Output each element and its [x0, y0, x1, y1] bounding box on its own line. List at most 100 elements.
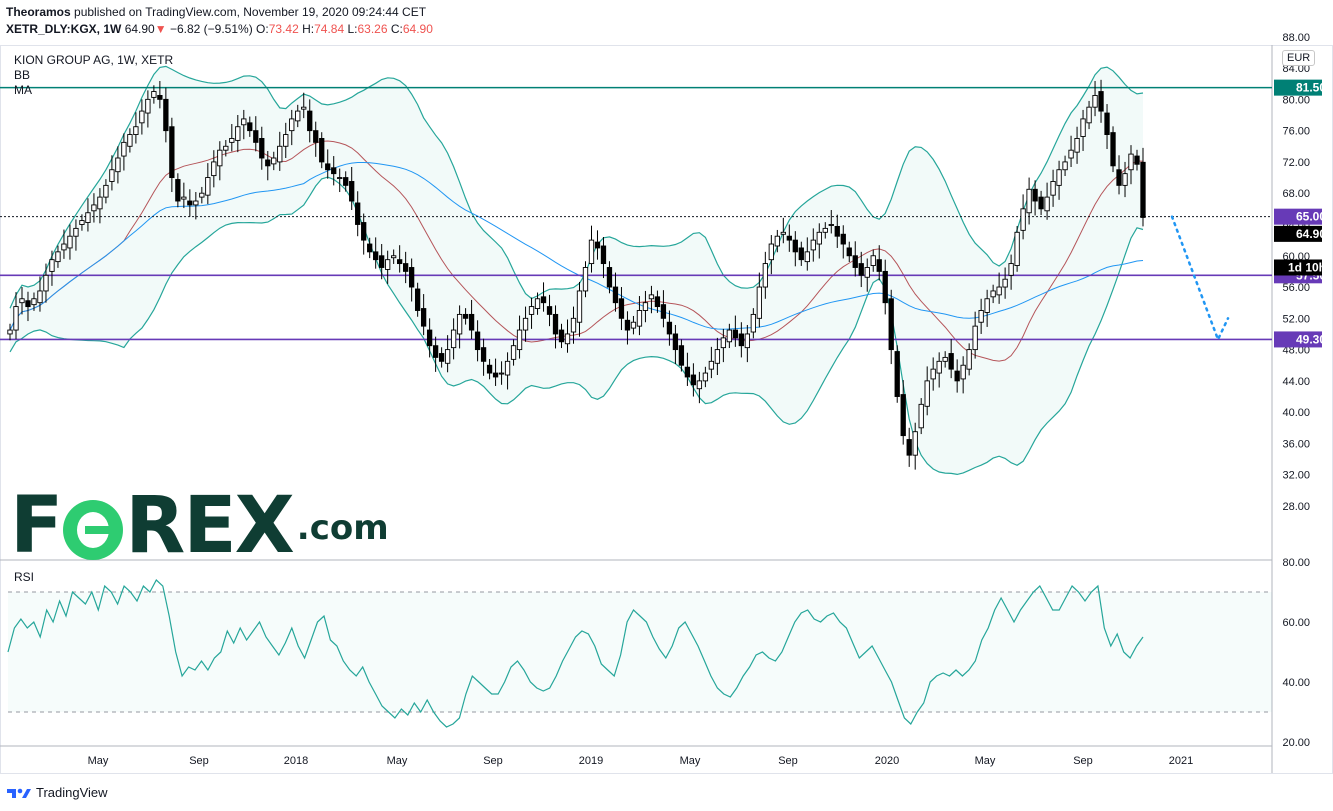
- candle-body: [1080, 118, 1086, 137]
- candle-body: [432, 345, 439, 358]
- candle-body: [600, 245, 607, 265]
- candle-body: [1044, 196, 1050, 212]
- open-label: O:: [256, 22, 269, 36]
- candle-body: [241, 118, 247, 126]
- candle-body: [325, 163, 331, 171]
- legend-bb[interactable]: BB: [14, 68, 31, 82]
- candle-body: [49, 259, 55, 272]
- candle-body: [900, 394, 906, 437]
- candle-body: [672, 333, 679, 351]
- chart-header: Theoramos published on TradingView.com, …: [6, 4, 433, 38]
- legend-title[interactable]: KION GROUP AG, 1W, XETR: [14, 53, 174, 67]
- candle-body: [792, 239, 798, 253]
- candle-body: [1098, 91, 1104, 112]
- ohlc-line: XETR_DLY:KGX, 1W 64.90▼ −6.82 (−9.51%) O…: [6, 21, 433, 38]
- candle-body: [624, 319, 631, 331]
- publisher-name[interactable]: Theoramos: [6, 5, 71, 19]
- candle-body: [13, 306, 19, 331]
- candle-body: [660, 304, 667, 319]
- candle-body: [558, 329, 565, 343]
- candle-body: [996, 286, 1002, 296]
- forex-logo: F REX .com: [10, 481, 389, 571]
- candle-body: [85, 212, 91, 223]
- candle-body: [720, 337, 727, 349]
- legend-ma[interactable]: MA: [14, 83, 32, 97]
- price-tick-label: 40.00: [1282, 407, 1310, 419]
- candle-body: [942, 356, 948, 362]
- candle-body: [930, 368, 936, 380]
- last-price-tag-bg: [1274, 225, 1322, 242]
- ma-line: [9, 162, 1144, 331]
- open-value: 73.42: [268, 22, 299, 36]
- candle-body: [744, 333, 750, 349]
- published-text: published on TradingView.com, November 1…: [74, 5, 427, 19]
- price-tick-label: 72.00: [1282, 157, 1310, 169]
- candle-body: [1104, 112, 1110, 135]
- indicator-legend: KION GROUP AG, 1W, XETR BB MA: [14, 53, 173, 98]
- candle-body: [738, 333, 745, 347]
- price-tick-label: 88.00: [1282, 32, 1310, 44]
- time-tick-label: May: [387, 755, 408, 767]
- candle-body: [55, 251, 61, 263]
- currency-badge[interactable]: EUR: [1282, 50, 1316, 66]
- candle-body: [960, 364, 966, 380]
- candle-body: [1068, 149, 1074, 159]
- candle-body: [834, 225, 840, 237]
- candle-body: [1050, 181, 1056, 196]
- candle-body: [690, 374, 697, 386]
- candle-body: [420, 308, 427, 327]
- candle-body: [480, 347, 487, 362]
- candle-body: [367, 243, 373, 253]
- candle-body: [894, 351, 900, 397]
- candle-body: [984, 298, 990, 313]
- candle-body: [1122, 173, 1128, 186]
- candle-body: [133, 126, 139, 136]
- price-tick-label: 32.00: [1282, 470, 1310, 482]
- candle-body: [187, 200, 193, 206]
- candle-body: [73, 227, 79, 237]
- candle-body: [151, 91, 157, 98]
- tradingview-footer[interactable]: TradingView: [6, 785, 108, 800]
- candle-body: [912, 431, 918, 456]
- price-tick-label: 36.00: [1282, 438, 1310, 450]
- candle-body: [307, 110, 313, 132]
- publisher-line: Theoramos published on TradingView.com, …: [6, 4, 433, 21]
- candle-body: [888, 298, 894, 351]
- candle-body: [373, 251, 379, 261]
- candle-body: [223, 145, 229, 151]
- candle-body: [492, 372, 499, 378]
- logo-f: F: [10, 481, 63, 571]
- candle-body: [79, 220, 85, 225]
- candle-body: [678, 345, 685, 366]
- candle-body: [355, 202, 361, 225]
- candle-body: [343, 177, 349, 186]
- down-arrow-icon: ▼: [154, 22, 167, 36]
- level-tag-bg: [1274, 331, 1322, 348]
- candle-body: [1134, 155, 1140, 165]
- candle-body: [163, 98, 169, 132]
- level-tag: 65.00: [1296, 210, 1326, 224]
- candle-body: [486, 364, 493, 374]
- rsi-tick-label: 20.00: [1282, 737, 1310, 749]
- candle-body: [936, 360, 942, 374]
- countdown-tag-bg: [1274, 259, 1322, 276]
- candle-body: [408, 267, 415, 288]
- candle-body: [31, 298, 37, 306]
- time-tick-label: 2019: [579, 755, 603, 767]
- candle-body: [756, 286, 762, 319]
- low-value: 63.26: [357, 22, 388, 36]
- candle-body: [870, 255, 876, 266]
- candle-body: [564, 333, 571, 345]
- level-tag-bg: [1274, 79, 1322, 96]
- level-tag: 49.30: [1296, 332, 1326, 346]
- candle-body: [612, 286, 619, 304]
- candle-body: [121, 141, 127, 157]
- tradingview-logo-icon: [7, 788, 31, 798]
- candle-body: [265, 159, 271, 167]
- candle-body: [283, 134, 289, 147]
- candle-body: [1014, 231, 1020, 266]
- rsi-line: [7, 579, 1144, 728]
- candle-body: [1038, 196, 1044, 210]
- candle-body: [858, 263, 864, 276]
